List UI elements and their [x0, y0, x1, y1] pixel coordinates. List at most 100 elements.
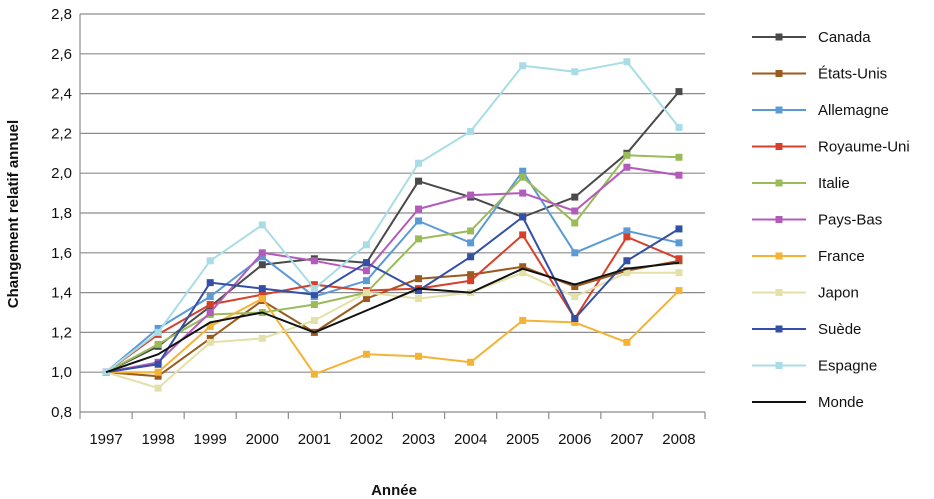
series-line — [105, 216, 680, 374]
legend-item: Pays-Bas — [752, 212, 882, 229]
data-point — [154, 360, 162, 368]
data-point — [623, 269, 631, 277]
data-point — [206, 322, 214, 330]
data-point — [519, 269, 527, 277]
data-point — [258, 253, 266, 261]
data-point — [154, 384, 162, 392]
y-tick-label: 1,4 — [51, 285, 72, 302]
data-point — [310, 257, 318, 265]
data-point — [571, 68, 579, 76]
data-point — [310, 285, 318, 293]
data-point — [362, 267, 370, 275]
grid — [80, 13, 705, 413]
data-point — [415, 352, 423, 360]
y-tick-label: 1,2 — [51, 324, 72, 341]
legend-swatch-marker — [775, 362, 783, 369]
legend-item: Canada — [752, 29, 871, 46]
data-point — [571, 283, 579, 291]
y-tick-label: 2,0 — [51, 165, 72, 182]
legend-label: France — [818, 248, 865, 265]
data-point — [623, 163, 631, 171]
data-point — [571, 314, 579, 322]
data-point — [571, 293, 579, 301]
data-point — [362, 259, 370, 267]
legend-label: Canada — [818, 29, 871, 46]
series-line — [105, 90, 680, 374]
data-point — [467, 127, 475, 135]
data-point — [206, 301, 214, 309]
data-point — [467, 253, 475, 261]
series-line — [105, 261, 680, 374]
x-tick-label: 1999 — [194, 431, 227, 448]
data-point — [467, 227, 475, 235]
data-point — [415, 275, 423, 283]
series-monde — [105, 261, 680, 374]
data-point — [258, 295, 266, 303]
legend-label: Suède — [818, 321, 861, 338]
data-point — [310, 301, 318, 309]
data-point — [206, 334, 214, 342]
series-suède — [102, 213, 683, 376]
data-point — [623, 151, 631, 159]
data-point — [519, 173, 527, 181]
data-point — [675, 255, 683, 263]
x-tick-label: 2004 — [454, 431, 487, 448]
y-tick-label: 1,0 — [51, 364, 72, 381]
series-espagne — [102, 58, 683, 376]
legend-label: États-Unis — [818, 66, 887, 83]
data-point — [310, 370, 318, 378]
data-point — [519, 62, 527, 70]
data-point — [675, 171, 683, 179]
legend-label: Pays-Bas — [818, 212, 882, 229]
data-point — [415, 287, 423, 295]
data-point — [415, 159, 423, 167]
data-point — [206, 279, 214, 287]
x-tick-label: 2007 — [610, 431, 643, 448]
data-point — [571, 193, 579, 201]
series-italie — [102, 151, 683, 376]
data-point — [310, 281, 318, 289]
legend-swatch-marker — [775, 70, 783, 77]
data-point — [206, 257, 214, 265]
y-tick-label: 2,4 — [51, 86, 72, 103]
legend-label: Italie — [818, 175, 850, 192]
legend-item: Allemagne — [752, 102, 889, 119]
x-tick-label: 2003 — [402, 431, 435, 448]
legend-swatch-marker — [775, 325, 783, 333]
data-point — [415, 217, 423, 225]
data-point — [519, 189, 527, 197]
x-tick-label: 2000 — [246, 431, 279, 448]
x-tick-label: 2002 — [350, 431, 383, 448]
y-tick-label: 0,8 — [51, 404, 72, 421]
data-point — [310, 291, 318, 299]
legend-swatch-marker — [775, 289, 783, 296]
data-point — [623, 233, 631, 241]
legend-swatch-marker — [775, 252, 783, 260]
data-point — [258, 221, 266, 229]
data-point — [415, 177, 423, 185]
data-point — [258, 291, 266, 299]
legend-item: Royaume-Uni — [752, 139, 910, 156]
legend-swatch-marker — [775, 106, 783, 114]
legend-swatch-marker — [775, 179, 783, 187]
legend-item: Espagne — [752, 358, 877, 375]
legend-label: Monde — [818, 394, 864, 411]
data-point — [675, 225, 683, 233]
data-point — [362, 277, 370, 285]
data-point — [258, 285, 266, 293]
x-tick-label: 2005 — [506, 431, 539, 448]
data-point — [467, 271, 475, 279]
legend: Canada États-Unis Allemagne Royaume-Uni Ital… — [752, 29, 910, 411]
data-point — [675, 287, 683, 295]
x-tick-label: 1997 — [89, 431, 122, 448]
x-axis-title: Année — [371, 482, 417, 499]
data-point — [362, 289, 370, 297]
y-tick-label: 1,8 — [51, 205, 72, 222]
data-point — [415, 235, 423, 243]
data-point — [519, 263, 527, 271]
y-tick-label: 2,2 — [51, 125, 72, 142]
data-point — [206, 293, 214, 301]
series-line — [105, 60, 680, 373]
